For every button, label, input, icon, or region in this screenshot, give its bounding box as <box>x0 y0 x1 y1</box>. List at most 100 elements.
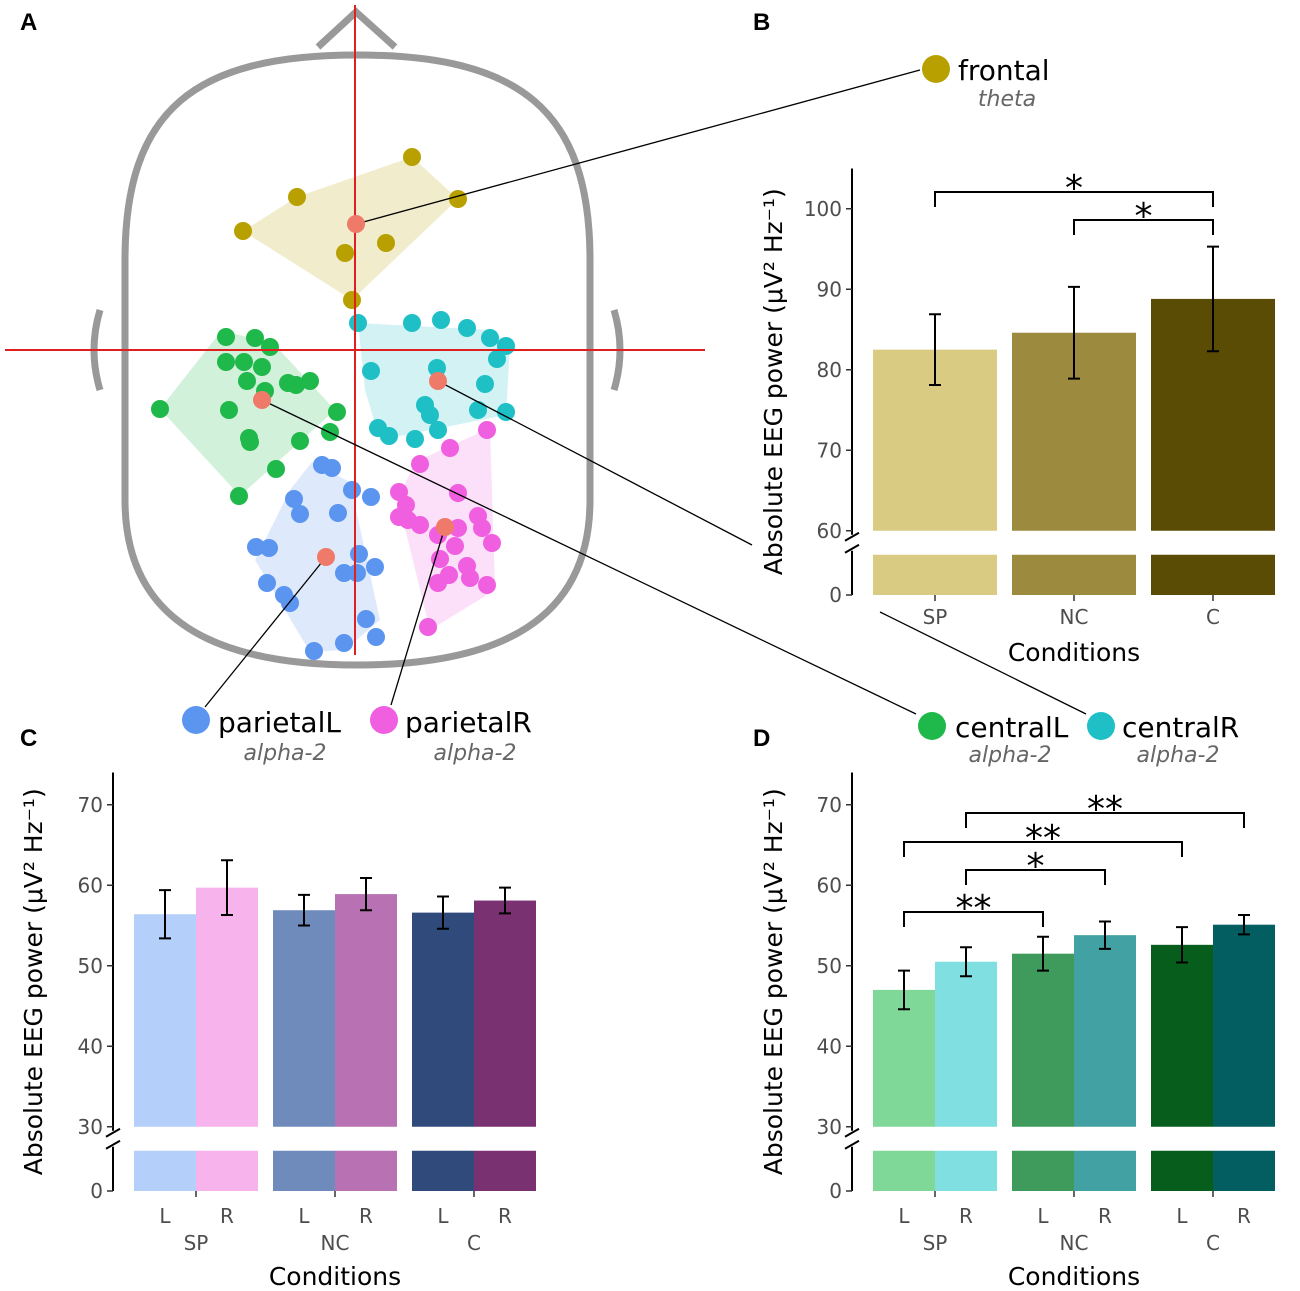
electrode <box>323 459 341 477</box>
error-bar <box>298 893 310 927</box>
y-axis-label: Absolute EEG power (μV² Hz⁻¹) <box>759 788 788 1175</box>
electrode <box>329 504 347 522</box>
y-tick-label: 80 <box>817 358 842 382</box>
electrode <box>217 328 235 346</box>
error-bar <box>929 313 941 387</box>
y-tick-label: 60 <box>817 519 842 543</box>
significance-label: * <box>1065 168 1083 209</box>
y-tick-label: 60 <box>78 873 103 897</box>
region-band: alpha-2 <box>969 743 1052 768</box>
electrode <box>291 432 309 450</box>
bar <box>1213 924 1275 1127</box>
electrode <box>301 372 319 390</box>
electrode <box>483 534 501 552</box>
significance-label: ** <box>1025 818 1061 859</box>
y-tick-label: 70 <box>817 793 842 817</box>
region-name: centralL <box>955 711 1069 744</box>
electrode <box>478 421 496 439</box>
significance-bracket <box>934 191 1214 207</box>
y-axis-label: Absolute EEG power (μV² Hz⁻¹) <box>19 788 48 1175</box>
electrode <box>432 311 450 329</box>
y-tick-label: 0 <box>829 583 842 607</box>
bar <box>1151 554 1275 595</box>
bar <box>1151 1150 1213 1191</box>
x-axis-label: Conditions <box>1008 1262 1140 1291</box>
region-band: theta <box>978 87 1036 112</box>
electrode <box>234 222 252 240</box>
y-tick-label: 90 <box>817 277 842 301</box>
x-tick-label: SP <box>923 1231 948 1255</box>
electrode <box>328 403 346 421</box>
bar <box>1151 944 1213 1127</box>
electrode <box>343 481 361 499</box>
significance-label: ** <box>1087 789 1123 830</box>
region-name: parietalR <box>405 706 532 739</box>
connector <box>355 69 921 225</box>
connector <box>390 526 446 706</box>
significance-bracket <box>965 812 1245 828</box>
bar <box>474 900 536 1127</box>
error-bar <box>437 895 449 930</box>
electrode <box>305 642 323 660</box>
x-axis-label: Conditions <box>269 1262 401 1291</box>
x-tick-label: NC <box>1060 605 1089 629</box>
x-tick-label: C <box>467 1231 481 1255</box>
electrode <box>349 314 367 332</box>
bar <box>1213 1150 1275 1191</box>
y-tick-label: 70 <box>78 793 103 817</box>
region-name: parietalL <box>218 706 341 739</box>
electrode <box>449 519 467 537</box>
error-bar <box>898 969 910 1011</box>
region-hull <box>160 330 335 496</box>
bar <box>873 554 997 595</box>
significance-bracket <box>1073 219 1214 235</box>
electrode <box>285 490 303 508</box>
bar <box>273 910 335 1127</box>
x-tick-label: C <box>1206 1231 1220 1255</box>
electrode <box>461 569 479 587</box>
y-tick-label: 30 <box>817 1115 842 1139</box>
series-label: R <box>498 1204 512 1228</box>
y-tick-label: 0 <box>829 1179 842 1203</box>
axis-break <box>844 543 860 554</box>
electrode <box>377 234 395 252</box>
electrode <box>348 564 366 582</box>
connector <box>437 380 753 546</box>
bar <box>1074 935 1136 1127</box>
electrode <box>403 148 421 166</box>
series-label: R <box>1098 1204 1112 1228</box>
error-bar <box>360 877 372 912</box>
connector <box>879 611 1087 715</box>
y-tick-label: 30 <box>78 1115 103 1139</box>
electrode <box>246 329 264 347</box>
electrode <box>362 362 380 380</box>
electrode <box>429 421 447 439</box>
centroid <box>253 391 271 409</box>
electrode <box>241 433 259 451</box>
series-label: L <box>159 1204 171 1228</box>
series-label: R <box>220 1204 234 1228</box>
significance-bracket <box>903 911 1044 927</box>
electrode <box>335 634 353 652</box>
panel-label: C <box>20 725 37 752</box>
electrode <box>481 329 499 347</box>
electrode <box>151 400 169 418</box>
centroid <box>317 548 335 566</box>
electrode <box>446 537 464 555</box>
axis-break <box>844 531 860 542</box>
electrode <box>258 574 276 592</box>
electrode <box>429 574 447 592</box>
series-label: R <box>359 1204 373 1228</box>
bar <box>335 1150 397 1191</box>
series-label: R <box>1237 1204 1251 1228</box>
axis-break <box>844 1127 860 1138</box>
region-key <box>370 706 398 734</box>
electrode <box>260 539 278 557</box>
electrode <box>497 403 515 421</box>
error-bar <box>1238 914 1250 936</box>
electrode <box>431 550 449 568</box>
electrode <box>406 430 424 448</box>
electrode <box>253 358 271 376</box>
significance-label: * <box>1135 196 1153 237</box>
